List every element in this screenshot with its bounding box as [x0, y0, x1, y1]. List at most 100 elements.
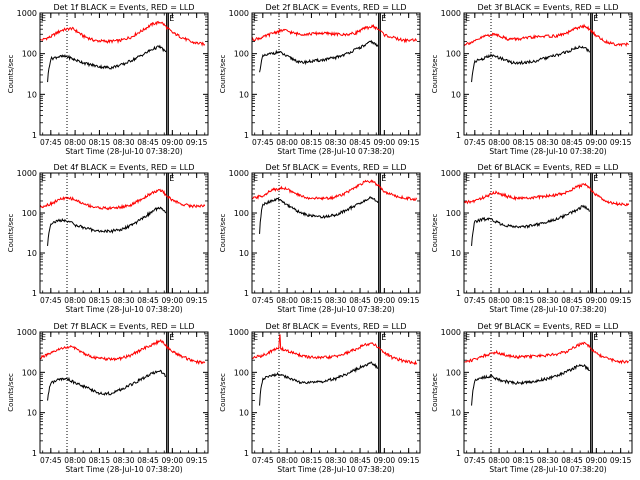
x-tick-label: 07:45 [252, 296, 274, 305]
x-tick-label: 09:00 [162, 138, 184, 147]
marker-label: E [381, 333, 386, 342]
y-tick-label: 1000 [17, 328, 37, 337]
x-tick-label: 08:00 [488, 456, 510, 465]
x-tick-label: 09:15 [610, 456, 632, 465]
y-tick-label: 10 [239, 249, 249, 258]
y-axis-label: Counts/sec [7, 55, 15, 94]
plot-frame [39, 331, 209, 454]
y-axis-label: Counts/sec [219, 214, 227, 253]
x-tick-label: 08:00 [276, 456, 298, 465]
x-tick-label: 08:30 [325, 456, 347, 465]
y-tick-label: 10 [451, 90, 461, 99]
y-tick-label: 1000 [441, 328, 461, 337]
x-axis-label: Start Time (28-Jul-10 07:38:20) [277, 147, 394, 156]
y-tick-label: 100 [446, 50, 461, 59]
y-axis-label: Counts/sec [431, 373, 439, 412]
x-tick-label: 08:30 [325, 296, 347, 305]
x-tick-label: 09:00 [586, 296, 608, 305]
x-tick-label: 08:45 [349, 296, 371, 305]
x-tick-label: 08:30 [113, 296, 135, 305]
y-tick-label: 10 [27, 409, 37, 418]
x-axis-label: Start Time (28-Jul-10 07:38:20) [65, 465, 182, 474]
marker-label: E [41, 174, 46, 183]
x-axis-label: Start Time (28-Jul-10 07:38:20) [277, 305, 394, 314]
marker-label: E [253, 14, 258, 23]
chart-title: Det 8f BLACK = Events, RED = LLD [265, 322, 406, 331]
events-series-line [259, 361, 379, 406]
x-tick-label: 08:00 [64, 456, 86, 465]
x-tick-label: 08:45 [137, 456, 159, 465]
y-tick-label: 1000 [229, 9, 249, 18]
y-tick-label: 100 [234, 209, 249, 218]
x-tick-label: 08:15 [513, 456, 535, 465]
y-tick-label: 1 [32, 131, 37, 140]
plot-frame [39, 12, 209, 136]
x-tick-label: 09:00 [374, 296, 396, 305]
plot-frame [39, 172, 209, 294]
y-axis-label: Counts/sec [431, 55, 439, 94]
x-tick-label: 09:15 [186, 138, 208, 147]
chart-title: Det 7f BLACK = Events, RED = LLD [53, 322, 194, 331]
marker-label: E [381, 174, 386, 183]
x-tick-label: 07:45 [40, 138, 62, 147]
marker-label: E [169, 14, 174, 23]
chart-title: Det 5f BLACK = Events, RED = LLD [265, 163, 406, 172]
lld-series-line [251, 334, 418, 366]
y-axis-label: Counts/sec [7, 214, 15, 253]
x-tick-label: 08:15 [89, 296, 111, 305]
x-axis-label: Start Time (28-Jul-10 07:38:20) [489, 147, 606, 156]
marker-label: E [593, 14, 598, 23]
y-tick-label: 1 [244, 131, 249, 140]
x-tick-label: 09:00 [586, 138, 608, 147]
x-tick-label: 09:15 [398, 296, 420, 305]
lld-series-line [463, 23, 629, 47]
marker-label: E [465, 333, 470, 342]
x-tick-label: 07:45 [252, 138, 274, 147]
x-tick-label: 08:45 [561, 456, 583, 465]
x-tick-label: 09:15 [398, 456, 420, 465]
y-tick-label: 1 [244, 289, 249, 298]
x-tick-label: 08:45 [349, 138, 371, 147]
x-tick-label: 08:45 [137, 296, 159, 305]
x-tick-label: 09:15 [186, 296, 208, 305]
x-axis-label: Start Time (28-Jul-10 07:38:20) [277, 465, 394, 474]
lld-series-line [251, 179, 418, 202]
x-tick-label: 08:30 [537, 296, 559, 305]
chart-title: Det 4f BLACK = Events, RED = LLD [53, 163, 194, 172]
x-tick-label: 08:15 [301, 456, 323, 465]
x-tick-label: 08:15 [89, 456, 111, 465]
x-tick-label: 08:45 [561, 296, 583, 305]
x-tick-label: 07:45 [464, 296, 486, 305]
lld-series-line [39, 188, 206, 211]
y-tick-label: 1 [244, 449, 249, 458]
chart-panel: Det 5f BLACK = Events, RED = LLD 1 10 100 10… [219, 163, 421, 314]
events-series-line [471, 204, 591, 246]
x-tick-label: 08:30 [537, 456, 559, 465]
events-series-line [471, 363, 591, 406]
chart-title: Det 1f BLACK = Events, RED = LLD [53, 3, 194, 12]
x-tick-label: 07:45 [40, 296, 62, 305]
y-tick-label: 100 [446, 368, 461, 377]
y-axis-label: Counts/sec [7, 373, 15, 412]
y-tick-label: 1000 [17, 9, 37, 18]
y-tick-label: 1 [456, 289, 461, 298]
y-tick-label: 10 [451, 249, 461, 258]
marker-label: E [253, 174, 258, 183]
x-tick-label: 09:15 [186, 456, 208, 465]
x-axis-label: Start Time (28-Jul-10 07:38:20) [65, 305, 182, 314]
plot-frame [463, 12, 633, 136]
x-tick-label: 09:15 [610, 138, 632, 147]
x-axis-label: Start Time (28-Jul-10 07:38:20) [489, 305, 606, 314]
y-tick-label: 100 [22, 368, 37, 377]
x-axis-label: Start Time (28-Jul-10 07:38:20) [489, 465, 606, 474]
y-tick-label: 10 [239, 90, 249, 99]
x-tick-label: 08:30 [325, 138, 347, 147]
events-series-line [47, 369, 167, 401]
x-tick-label: 07:45 [40, 456, 62, 465]
y-tick-label: 10 [451, 409, 461, 418]
y-tick-label: 1000 [229, 169, 249, 178]
x-tick-label: 08:15 [301, 138, 323, 147]
x-tick-label: 08:15 [89, 138, 111, 147]
x-tick-label: 09:00 [162, 456, 184, 465]
